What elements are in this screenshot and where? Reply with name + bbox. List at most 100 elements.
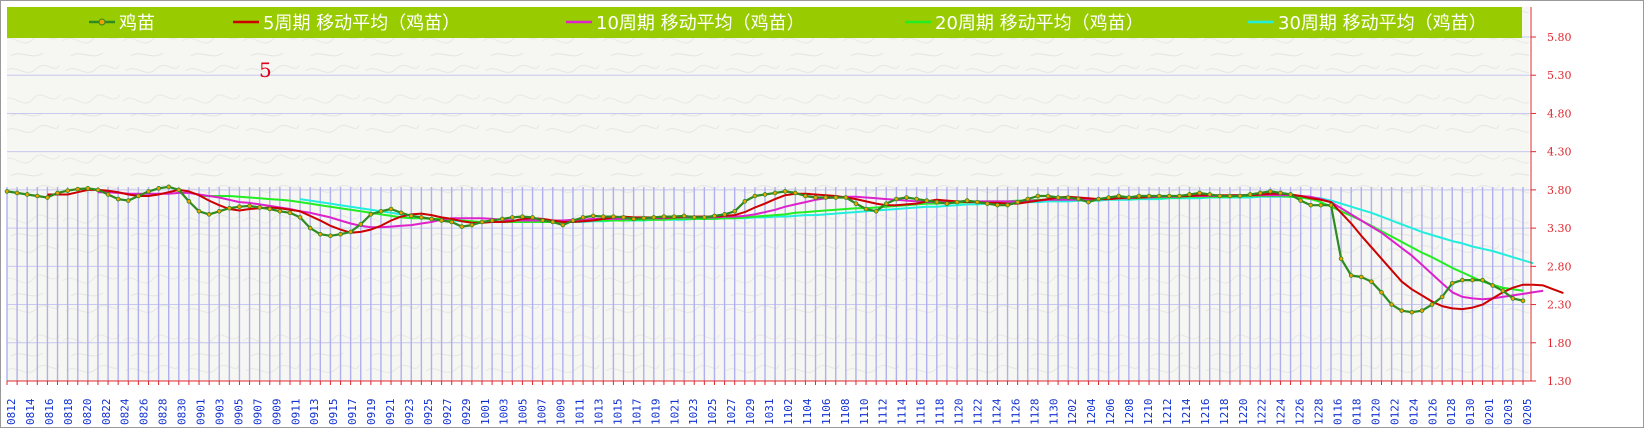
series-point (277, 208, 283, 214)
series-point (954, 199, 960, 205)
x-tick-label: 0907 (251, 399, 264, 426)
legend-label: 鸡苗 (119, 13, 155, 34)
series-point (247, 203, 252, 209)
x-tick-label: 1027 (725, 399, 738, 426)
series-point (974, 199, 980, 205)
series-point (1197, 190, 1202, 196)
series-point (590, 213, 596, 219)
series-point (267, 206, 273, 212)
x-axis: 0812 0814 0816 0818 0820 0822 0824 0826 0828 0830… (5, 380, 1534, 426)
series-point (823, 195, 828, 200)
y-tick-label: 2.80 (1547, 260, 1572, 273)
series-point (651, 215, 657, 220)
series-point (398, 210, 404, 216)
series-point (1500, 288, 1506, 294)
x-tick-label: 0816 (43, 399, 56, 426)
series-point (1379, 290, 1384, 295)
series-point (1268, 189, 1273, 194)
x-tick-label: 0120 (1369, 399, 1382, 426)
x-tick-label: 0130 (1464, 399, 1477, 426)
series-point (489, 218, 495, 223)
series-point (1076, 196, 1081, 202)
x-tick-label: 0915 (327, 399, 340, 426)
x-tick-label: 1102 (782, 399, 795, 426)
y-tick-label: 4.80 (1547, 107, 1572, 120)
series-point (914, 196, 919, 202)
x-tick-label: 0116 (1332, 399, 1345, 426)
x-tick-label: 1001 (479, 399, 492, 426)
x-tick-label: 0913 (308, 399, 321, 426)
series-point (1247, 192, 1253, 197)
series-point (85, 186, 91, 191)
series-point (611, 214, 616, 219)
x-tick-label: 0122 (1388, 399, 1401, 426)
x-tick-label: 1007 (536, 399, 549, 426)
series-point (1470, 277, 1475, 283)
series-point (1227, 193, 1233, 199)
series-point (1308, 202, 1314, 208)
x-tick-label: 1023 (687, 399, 700, 426)
series-point (1399, 308, 1405, 313)
series-point (1328, 202, 1334, 208)
x-tick-label: 1226 (1294, 399, 1307, 426)
series-point (510, 215, 515, 220)
x-tick-label: 1106 (820, 399, 833, 426)
series-point (1460, 277, 1465, 283)
series-point (1369, 279, 1374, 284)
series-point (1419, 308, 1425, 313)
x-tick-label: 1116 (915, 399, 928, 426)
series-point (439, 218, 444, 223)
series-point (14, 190, 20, 196)
series-point (671, 214, 677, 219)
x-tick-label: 0925 (422, 399, 435, 426)
series-point (419, 215, 424, 220)
series-point (358, 221, 364, 227)
x-tick-label: 1126 (1009, 399, 1022, 426)
x-tick-label: 0203 (1502, 399, 1515, 426)
series-line-1 (47, 188, 1564, 311)
y-tick-label: 4.30 (1547, 146, 1572, 159)
series-point (843, 195, 849, 200)
series-point (883, 201, 889, 206)
series-point (75, 186, 81, 192)
series-point (1298, 198, 1303, 203)
x-tick-label: 1011 (574, 399, 587, 426)
x-tick-label: 1019 (649, 399, 662, 426)
x-tick-label: 1224 (1275, 398, 1288, 425)
x-tick-label: 1025 (706, 399, 719, 426)
x-tick-label: 0128 (1445, 399, 1458, 426)
x-tick-label: 0830 (176, 399, 189, 426)
series-point (65, 188, 70, 193)
series-point (388, 206, 394, 212)
legend: 鸡苗 5周期 移动平均（鸡苗） 10周期 移动平均（鸡苗） 20周期 移动平均（鸡苗）… (7, 7, 1522, 38)
series-point (136, 193, 141, 199)
series-point (742, 199, 748, 204)
series-point (793, 190, 798, 196)
series-point (1146, 193, 1152, 199)
legend-label: 20周期 移动平均（鸡苗） (935, 13, 1144, 34)
legend-label: 10周期 移动平均（鸡苗） (596, 13, 805, 34)
series-point (530, 215, 535, 220)
y-tick-label: 3.80 (1547, 184, 1572, 197)
series-point (944, 201, 950, 206)
series-point (95, 187, 101, 193)
series-point (216, 208, 222, 214)
series-point (873, 208, 879, 214)
legend-marker (98, 18, 106, 26)
series-point (1278, 190, 1283, 196)
x-tick-label: 0205 (1521, 399, 1534, 426)
series-point (307, 225, 313, 231)
series-point (661, 214, 667, 219)
series-point (863, 206, 869, 212)
series-point (1520, 298, 1526, 304)
series-point (1207, 192, 1212, 197)
x-tick-label: 1029 (744, 399, 757, 426)
series-point (964, 198, 970, 203)
x-tick-label: 1202 (1066, 399, 1079, 426)
series-point (35, 193, 40, 199)
series-point (227, 205, 232, 211)
series-point (1177, 193, 1182, 199)
x-tick-label: 0903 (213, 399, 226, 426)
y-tick-label: 1.30 (1547, 375, 1572, 388)
